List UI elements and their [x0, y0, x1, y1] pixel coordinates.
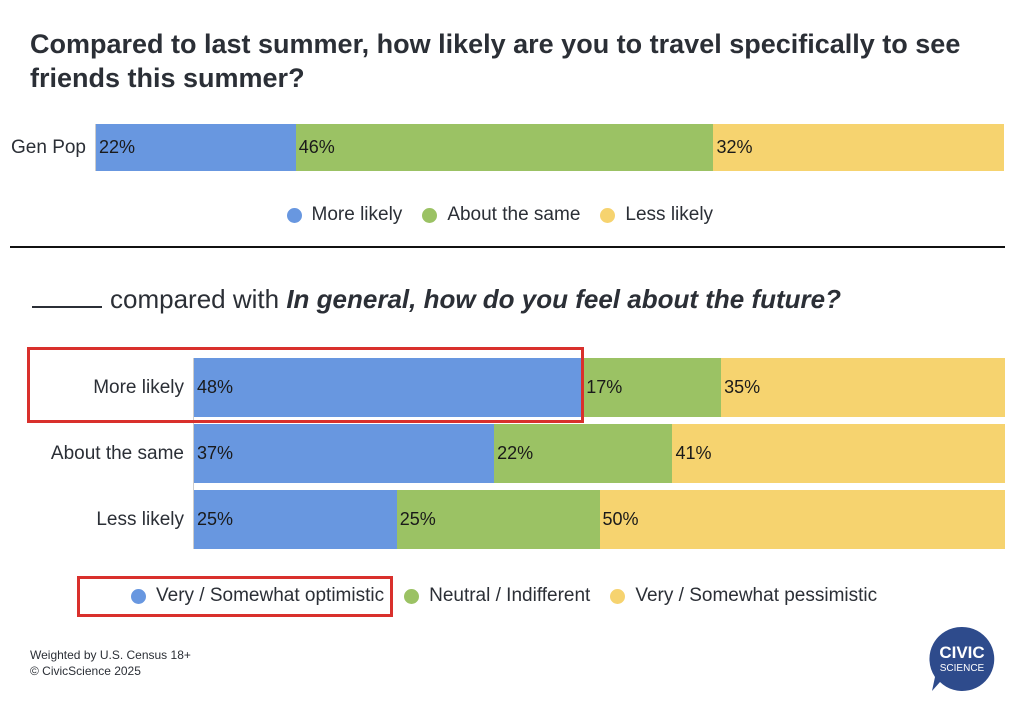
bar-segment-less-likely-very-somewhat-optimistic: [194, 490, 397, 549]
row-label-about-the-same: About the same: [50, 442, 184, 464]
data-label-about-the-same-neutral-indifferent: 22%: [497, 442, 534, 463]
legend-label: More likely: [311, 204, 403, 225]
comparison-subtitle: compared with In general, how do you fee…: [32, 284, 841, 315]
legend-item-less-likely: Less likely: [600, 204, 713, 226]
section-divider: [10, 246, 1005, 248]
data-label-less-likely-very-somewhat-pessimistic: 50%: [602, 508, 639, 529]
legend-dot-icon: [286, 207, 302, 223]
logo-text-civic: CIVIC: [939, 643, 984, 662]
subtitle-prefix: compared with: [110, 284, 280, 314]
legend-label: About the same: [447, 204, 581, 225]
data-label-gen-pop-about-the-same: 46%: [298, 136, 335, 157]
data-label-less-likely-neutral-indifferent: 25%: [399, 508, 436, 529]
row-label-less-likely: Less likely: [96, 508, 184, 530]
gen-pop-legend: More likely About the same Less likely: [286, 204, 713, 226]
legend-dot-icon: [131, 588, 146, 604]
data-label-more-likely-very-somewhat-pessimistic: 35%: [724, 376, 761, 397]
highlight-box-more-likely: [27, 347, 584, 423]
data-label-gen-pop-less-likely: 32%: [716, 136, 753, 157]
bar-segment-gen-pop-more-likely: [96, 124, 296, 171]
bar-segment-more-likely-very-somewhat-pessimistic: [721, 358, 1005, 417]
bar-segment-less-likely-neutral-indifferent: [396, 490, 600, 549]
speech-bubble-logo: [929, 626, 995, 691]
data-label-gen-pop-more-likely: 22%: [99, 136, 136, 157]
bar-segment-about-the-same-very-somewhat-optimistic: [194, 424, 495, 483]
bar-segment-less-likely-very-somewhat-pessimistic: [599, 490, 1005, 549]
data-label-less-likely-very-somewhat-optimistic: 25%: [197, 508, 234, 529]
highlight-box-legend: [77, 576, 393, 617]
footnote-weighting: Weighted by U.S. Census 18+: [30, 648, 191, 662]
blank-line: [32, 284, 102, 308]
row-label-more-likely: More likely: [93, 376, 184, 398]
data-label-more-likely-neutral-indifferent: 17%: [586, 376, 623, 397]
data-label-about-the-same-very-somewhat-optimistic: 37%: [197, 442, 234, 463]
footnote-copyright: © CivicScience 2025: [30, 664, 141, 678]
axis-line: [95, 124, 96, 171]
legend-item-about-the-same: About the same: [422, 204, 580, 226]
bar-segment-gen-pop-less-likely: [713, 124, 1004, 171]
legend-label: Less likely: [625, 204, 714, 225]
legend-item-more-likely: More likely: [286, 204, 403, 226]
bar-segment-more-likely-neutral-indifferent: [583, 358, 722, 417]
axis-line: [193, 358, 194, 549]
legend-label: Very / Somewhat optimistic: [156, 585, 385, 606]
subtitle-emphasis: In general, how do you feel about the fu…: [286, 284, 841, 314]
legend-dot-icon: [600, 207, 616, 223]
legend-dot-icon: [610, 588, 626, 604]
legend-label: Neutral / Indifferent: [429, 585, 591, 606]
civicscience-logo: CIVIC SCIENCE: [929, 626, 995, 691]
legend-item-very-somewhat-optimistic: Very / Somewhat optimistic: [131, 585, 384, 607]
legend-item-neutral-indifferent: Neutral / Indifferent: [404, 585, 590, 607]
legend-dot-icon: [422, 207, 438, 223]
legend-label: Very / Somewhat pessimistic: [635, 585, 878, 606]
bar-segment-gen-pop-about-the-same: [295, 124, 714, 171]
row-label-gen-pop: Gen Pop: [11, 136, 86, 158]
data-label-about-the-same-very-somewhat-pessimistic: 41%: [675, 442, 712, 463]
future-outlook-legend: Very / Somewhat optimistic Neutral / Indi…: [131, 585, 877, 607]
data-label-more-likely-very-somewhat-optimistic: 48%: [197, 376, 234, 397]
bar-segment-about-the-same-neutral-indifferent: [494, 424, 673, 483]
legend-item-very-somewhat-pessimistic: Very / Somewhat pessimistic: [610, 585, 877, 607]
bar-segment-more-likely-very-somewhat-optimistic: [194, 358, 584, 417]
bar-segment-about-the-same-very-somewhat-pessimistic: [672, 424, 1005, 483]
legend-dot-icon: [404, 588, 420, 604]
chart-title: Compared to last summer, how likely are …: [30, 29, 961, 93]
logo-text-science: SCIENCE: [940, 663, 985, 674]
